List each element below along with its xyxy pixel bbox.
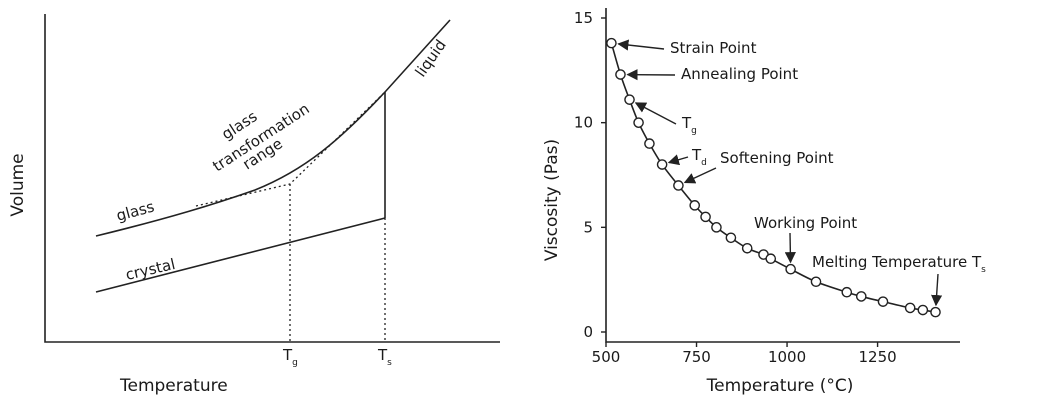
crystal-label: crystal — [124, 255, 177, 284]
data-point — [644, 138, 655, 149]
y-tick-label: 5 — [583, 218, 593, 236]
data-point — [855, 291, 867, 302]
x-tick-label: 1000 — [768, 348, 806, 366]
y-tick-label: 10 — [574, 114, 593, 132]
liquid-label: liquid — [412, 36, 450, 80]
annotation-label: Melting Temperature Ts — [812, 253, 986, 275]
glass-curve — [95, 19, 451, 237]
right-y-axis-label: Viscosity (Pas) — [542, 139, 562, 261]
ts-tick-label: Ts — [377, 346, 392, 368]
volume-temperature-chart: glass crystal liquid glass transformatio… — [8, 14, 500, 396]
annotation-arrow — [617, 39, 665, 51]
tg-tick-main: T — [282, 346, 293, 364]
data-point — [785, 263, 796, 275]
viscosity-points — [606, 37, 941, 318]
right-chart-axes — [605, 8, 960, 343]
data-point — [633, 117, 644, 128]
viscosity-curve — [610, 42, 936, 313]
data-point — [711, 222, 722, 233]
data-point — [606, 37, 617, 49]
viscosity-annotations: Strain Point Annealing Point Tg Td Softening… — [617, 39, 986, 307]
data-point — [689, 200, 701, 211]
glass-label: glass — [114, 197, 156, 224]
left-y-axis-label: Volume — [8, 153, 28, 216]
data-point — [615, 69, 626, 80]
data-point — [656, 159, 668, 170]
x-tick-label: 750 — [682, 348, 711, 366]
y-tick-label: 0 — [583, 323, 593, 341]
data-point — [904, 302, 916, 314]
x-tick-label: 1250 — [858, 348, 896, 366]
data-point — [624, 94, 635, 105]
data-point — [810, 276, 822, 288]
data-point — [877, 296, 889, 307]
data-point — [741, 242, 753, 254]
data-point — [700, 211, 711, 223]
data-point — [930, 306, 941, 318]
x-tick-label: 500 — [592, 348, 621, 366]
left-x-axis-label: Temperature — [119, 376, 228, 396]
annotation-arrow — [634, 102, 677, 125]
data-point — [673, 180, 684, 191]
crystal-line — [95, 217, 386, 293]
annotation-label: Td — [691, 146, 707, 168]
annotation-label: Softening Point — [720, 149, 834, 167]
annotation-label: Annealing Point — [681, 65, 798, 83]
data-point — [725, 232, 737, 244]
right-x-axis-label: Temperature (°C) — [706, 376, 854, 396]
annotation-arrow — [931, 273, 943, 307]
ts-tick-sub: s — [387, 358, 392, 368]
tg-tick-label: Tg — [282, 346, 298, 368]
annotation-label: Working Point — [754, 214, 857, 232]
viscosity-temperature-chart: 500 750 1000 1250 0 5 10 15 Strain Point Anneali… — [542, 8, 986, 396]
ts-tick-main: T — [377, 346, 388, 364]
left-chart-axes — [44, 14, 500, 343]
annotation-arrow — [683, 167, 717, 184]
annotation-label: Strain Point — [670, 39, 757, 57]
annotation-arrow — [667, 154, 689, 166]
right-chart-ticks: 500 750 1000 1250 0 5 10 15 — [574, 9, 897, 366]
y-tick-label: 15 — [574, 9, 593, 27]
data-point — [765, 253, 777, 265]
annotation-arrow — [784, 232, 796, 264]
annotation-label: Tg — [681, 114, 697, 136]
data-point — [917, 304, 929, 316]
tg-tick-sub: g — [292, 358, 298, 368]
data-point — [841, 286, 853, 298]
